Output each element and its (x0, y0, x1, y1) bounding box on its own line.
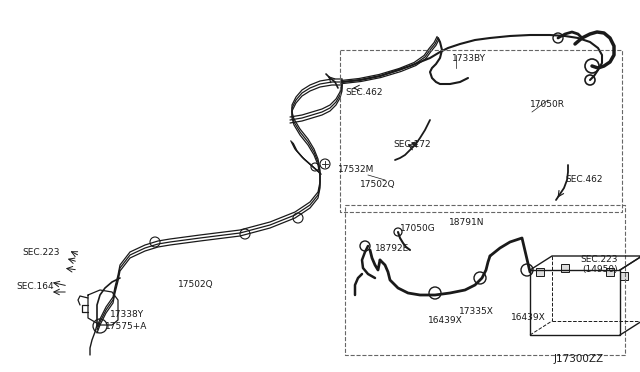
Text: 17502Q: 17502Q (360, 180, 396, 189)
Circle shape (394, 228, 402, 236)
Bar (620, 272, 628, 280)
Text: 16439X: 16439X (428, 316, 463, 325)
Circle shape (93, 319, 107, 333)
Text: SEC.164: SEC.164 (16, 282, 54, 291)
Text: SEC.223: SEC.223 (580, 255, 618, 264)
Circle shape (360, 241, 370, 251)
Circle shape (240, 229, 250, 239)
Text: 18791N: 18791N (449, 218, 484, 227)
Circle shape (474, 272, 486, 284)
Text: SEC.223: SEC.223 (22, 248, 60, 257)
Bar (606, 268, 614, 276)
Text: SEC.172: SEC.172 (393, 140, 431, 149)
Bar (536, 268, 544, 276)
Circle shape (553, 33, 563, 43)
Text: 17050G: 17050G (400, 224, 436, 233)
Circle shape (521, 264, 533, 276)
Circle shape (311, 163, 319, 171)
Circle shape (150, 237, 160, 247)
Text: 16439X: 16439X (511, 313, 546, 322)
Text: 17502Q: 17502Q (178, 280, 214, 289)
Text: SEC.462: SEC.462 (345, 88, 383, 97)
Text: 17338Y: 17338Y (110, 310, 144, 319)
Circle shape (585, 75, 595, 85)
Text: 18792E: 18792E (375, 244, 409, 253)
Circle shape (429, 287, 441, 299)
Text: 17532M: 17532M (338, 165, 374, 174)
Text: 17335X: 17335X (459, 307, 494, 316)
Text: 17050R: 17050R (530, 100, 565, 109)
Text: J17300ZZ: J17300ZZ (554, 354, 604, 364)
Text: 1733BY: 1733BY (452, 54, 486, 63)
Text: (14950): (14950) (582, 265, 618, 274)
Circle shape (320, 159, 330, 169)
Text: 17575+A: 17575+A (105, 322, 147, 331)
Circle shape (585, 59, 599, 73)
Text: SEC.462: SEC.462 (565, 175, 602, 184)
Circle shape (293, 213, 303, 223)
Bar (561, 264, 569, 272)
